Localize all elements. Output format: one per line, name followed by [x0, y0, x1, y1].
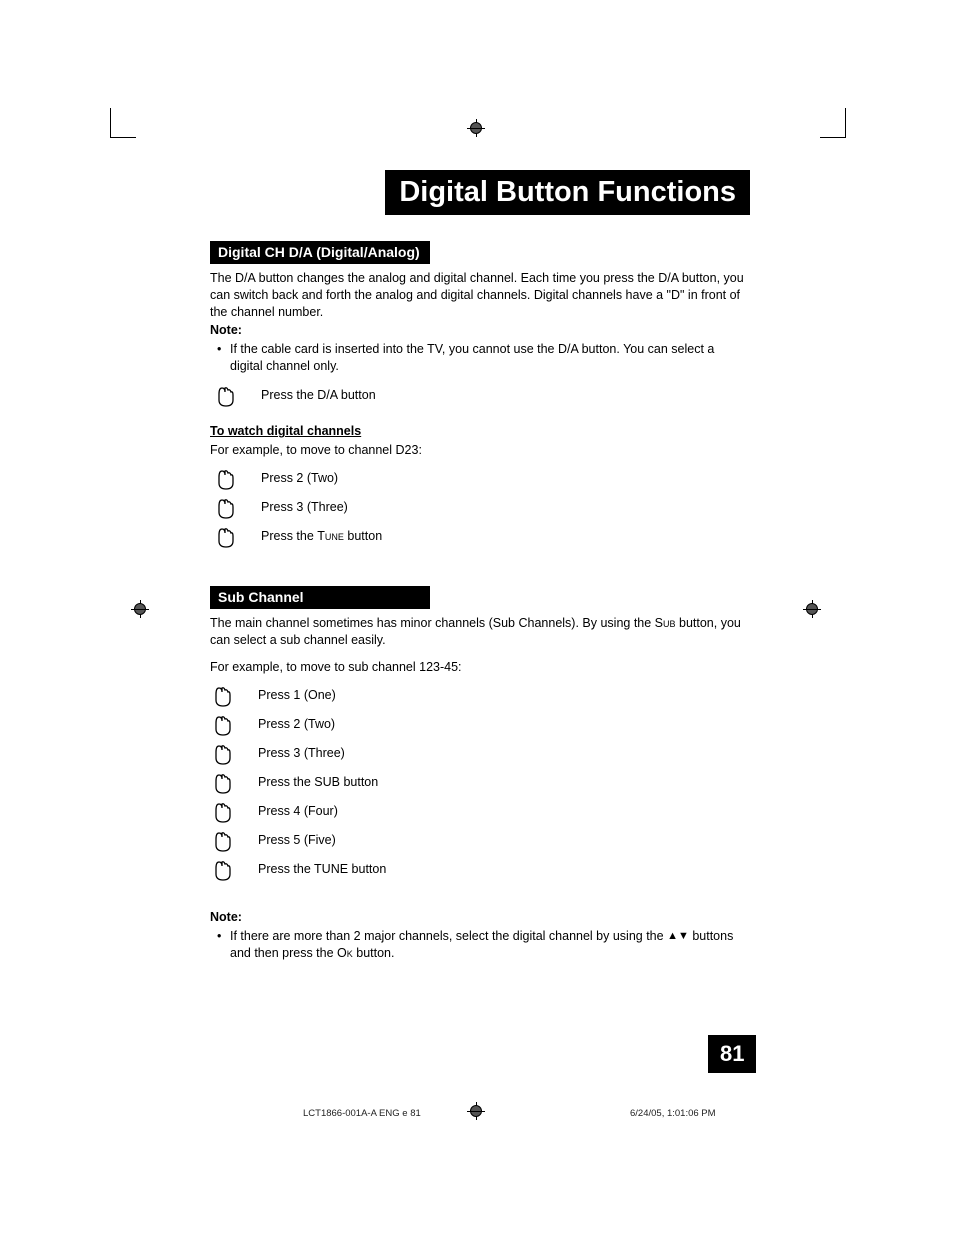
note-label-2: Note: — [210, 910, 750, 924]
step-row: Press the TUNE button — [210, 856, 750, 882]
up-down-triangle-icon: ▲▼ — [667, 929, 689, 944]
step-label: Press the SUB button — [258, 775, 378, 789]
step-label: Press the D/A button — [261, 388, 376, 402]
step-row: Press 2 (Two) — [213, 465, 750, 491]
step-row: Press 1 (One) — [210, 682, 750, 708]
crop-mark-top-left — [110, 108, 136, 138]
subheading-watch-digital: To watch digital channels — [210, 424, 750, 438]
note-bullet-1: If the cable card is inserted into the T… — [210, 341, 750, 375]
text-smallcaps: Sub — [655, 616, 676, 630]
page-number: 81 — [708, 1035, 756, 1073]
footer-timestamp: 6/24/05, 1:01:06 PM — [630, 1108, 716, 1119]
crop-mark-top-right — [820, 108, 846, 138]
step-label: Press 2 (Two) — [258, 717, 335, 731]
section1-paragraph: The D/A button changes the analog and di… — [210, 270, 750, 321]
hand-press-icon — [210, 798, 234, 824]
registration-mark-top — [467, 119, 485, 142]
text-smallcaps: Ok — [337, 946, 353, 960]
step-label: Press 5 (Five) — [258, 833, 336, 847]
step-row: Press 3 (Three) — [210, 740, 750, 766]
step-label: Press 2 (Two) — [261, 471, 338, 485]
text-smallcaps: Tune — [317, 529, 344, 543]
text: Press the — [261, 529, 317, 543]
step-label: Press the Tune button — [261, 529, 382, 543]
hand-press-icon — [213, 382, 237, 408]
step-press-da: Press the D/A button — [213, 382, 750, 408]
text: If there are more than 2 major channels,… — [230, 929, 667, 943]
step-row: Press 5 (Five) — [210, 827, 750, 853]
step-label: Press the TUNE button — [258, 862, 386, 876]
note-bullet-2: If there are more than 2 major channels,… — [210, 928, 750, 962]
section-heading-sub: Sub Channel — [210, 586, 430, 609]
step-row: Press 4 (Four) — [210, 798, 750, 824]
text: button. — [353, 946, 395, 960]
step-label: Press 3 (Three) — [261, 500, 348, 514]
section2-paragraph: The main channel sometimes has minor cha… — [210, 615, 750, 649]
page-title: Digital Button Functions — [385, 170, 750, 215]
step-row: Press 2 (Two) — [210, 711, 750, 737]
hand-press-icon — [210, 711, 234, 737]
step-label: Press 4 (Four) — [258, 804, 338, 818]
step-label: Press 1 (One) — [258, 688, 336, 702]
hand-press-icon — [210, 769, 234, 795]
step-row: Press the SUB button — [210, 769, 750, 795]
footer-doc-id: LCT1866-001A-A ENG e 81 — [303, 1108, 421, 1119]
example-text-2: For example, to move to sub channel 123-… — [210, 659, 750, 676]
text: button — [344, 529, 382, 543]
registration-mark-right — [803, 600, 821, 623]
registration-mark-left — [131, 600, 149, 623]
hand-press-icon — [210, 682, 234, 708]
text: The main channel sometimes has minor cha… — [210, 616, 655, 630]
hand-press-icon — [213, 494, 237, 520]
hand-press-icon — [210, 740, 234, 766]
step-row: Press the Tune button — [213, 523, 750, 549]
example-text-1: For example, to move to channel D23: — [210, 442, 750, 459]
hand-press-icon — [210, 856, 234, 882]
hand-press-icon — [213, 465, 237, 491]
registration-mark-bottom — [467, 1102, 485, 1125]
step-label: Press 3 (Three) — [258, 746, 345, 760]
note-label-1: Note: — [210, 323, 750, 337]
hand-press-icon — [213, 523, 237, 549]
hand-press-icon — [210, 827, 234, 853]
page-content: Digital Button Functions Digital CH D/A … — [210, 170, 750, 970]
step-row: Press 3 (Three) — [213, 494, 750, 520]
section-heading-da: Digital CH D/A (Digital/Analog) — [210, 241, 430, 264]
